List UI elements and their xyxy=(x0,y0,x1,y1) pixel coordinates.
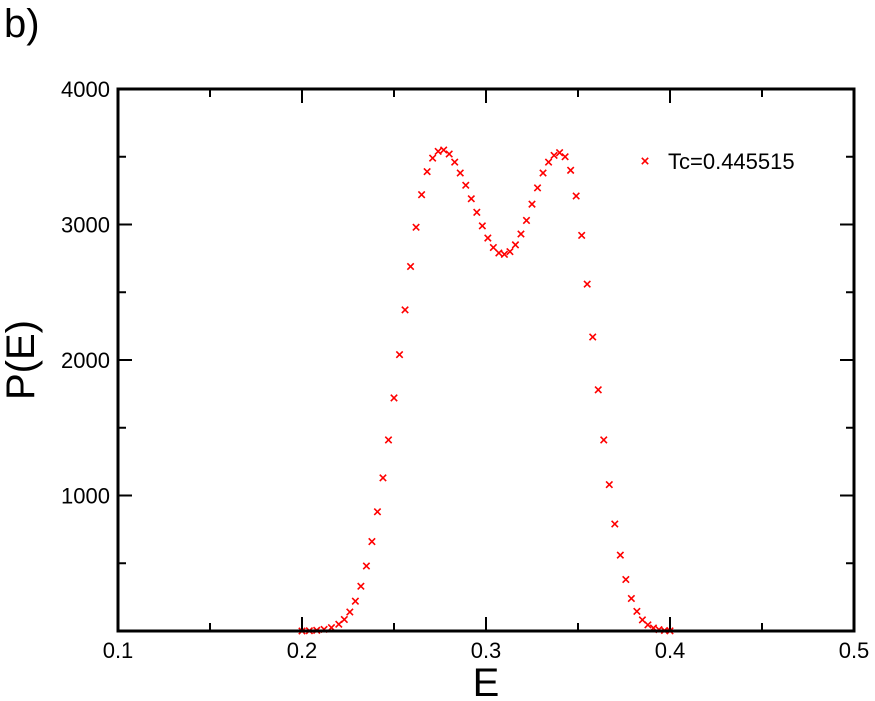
data-point xyxy=(484,234,492,242)
data-point xyxy=(461,181,470,189)
data-point xyxy=(594,386,603,394)
x-tick-label: 0.1 xyxy=(103,638,134,663)
data-point xyxy=(561,152,569,161)
data-point xyxy=(583,280,591,288)
data-point xyxy=(456,169,465,177)
data-point xyxy=(633,607,641,616)
data-points xyxy=(298,146,674,635)
data-point xyxy=(390,394,398,402)
y-axis-title: P(E) xyxy=(0,320,43,400)
data-point xyxy=(478,222,487,230)
data-point xyxy=(417,190,426,199)
data-point xyxy=(434,147,442,156)
legend-marker xyxy=(641,157,649,165)
data-point xyxy=(351,597,360,605)
data-point xyxy=(439,146,448,154)
data-point xyxy=(401,306,409,314)
y-tick-label: 4000 xyxy=(61,77,110,102)
data-point xyxy=(395,350,404,359)
legend: Tc=0.445515 xyxy=(641,149,795,174)
data-point xyxy=(622,575,630,584)
data-point xyxy=(384,436,393,444)
data-point xyxy=(517,230,525,238)
data-point xyxy=(544,158,553,166)
legend-label: Tc=0.445515 xyxy=(668,149,795,174)
data-point xyxy=(473,208,481,217)
data-point xyxy=(599,436,608,444)
data-point xyxy=(539,169,547,177)
data-point xyxy=(423,167,431,176)
data-point xyxy=(368,537,376,546)
plot-frame xyxy=(116,87,856,633)
data-point xyxy=(528,200,536,208)
data-point xyxy=(522,216,531,225)
data-point xyxy=(373,507,382,516)
data-point xyxy=(379,474,387,482)
data-point xyxy=(428,154,437,162)
data-point xyxy=(445,150,453,158)
data-point xyxy=(340,615,349,624)
data-point xyxy=(506,247,514,256)
data-point xyxy=(511,241,520,249)
x-tick-label: 0.5 xyxy=(839,638,870,663)
panel-label: b) xyxy=(4,2,40,46)
y-tick-label: 3000 xyxy=(61,213,110,238)
y-tick-label: 2000 xyxy=(61,348,110,373)
y-tick-label: 1000 xyxy=(61,484,110,509)
x-tick-label: 0.2 xyxy=(287,638,318,663)
data-point xyxy=(450,158,459,166)
data-point xyxy=(555,148,564,157)
data-point xyxy=(533,184,542,192)
data-point xyxy=(588,333,597,341)
data-point xyxy=(495,249,503,257)
data-point xyxy=(346,608,354,616)
data-point xyxy=(611,520,619,528)
legend-x-marker xyxy=(641,157,649,165)
data-point xyxy=(577,231,586,240)
data-point xyxy=(605,480,614,489)
data-point xyxy=(357,582,365,591)
x-tick-label: 0.4 xyxy=(655,638,686,663)
data-point xyxy=(500,250,509,259)
data-point xyxy=(406,262,415,271)
data-point xyxy=(550,151,558,160)
data-point xyxy=(644,621,652,629)
data-point xyxy=(616,551,625,559)
data-point xyxy=(412,223,420,231)
x-axis-title: E xyxy=(473,661,500,701)
data-point xyxy=(566,166,575,175)
data-point xyxy=(362,562,371,570)
tick-labels: 0.1 0.2 0.3 0.4 0.5 1000 2000 3000 4000 xyxy=(61,77,869,663)
data-point xyxy=(572,192,580,200)
data-point xyxy=(467,194,476,203)
x-tick-label: 0.3 xyxy=(471,638,502,663)
data-point xyxy=(489,243,498,252)
data-point xyxy=(627,594,636,603)
